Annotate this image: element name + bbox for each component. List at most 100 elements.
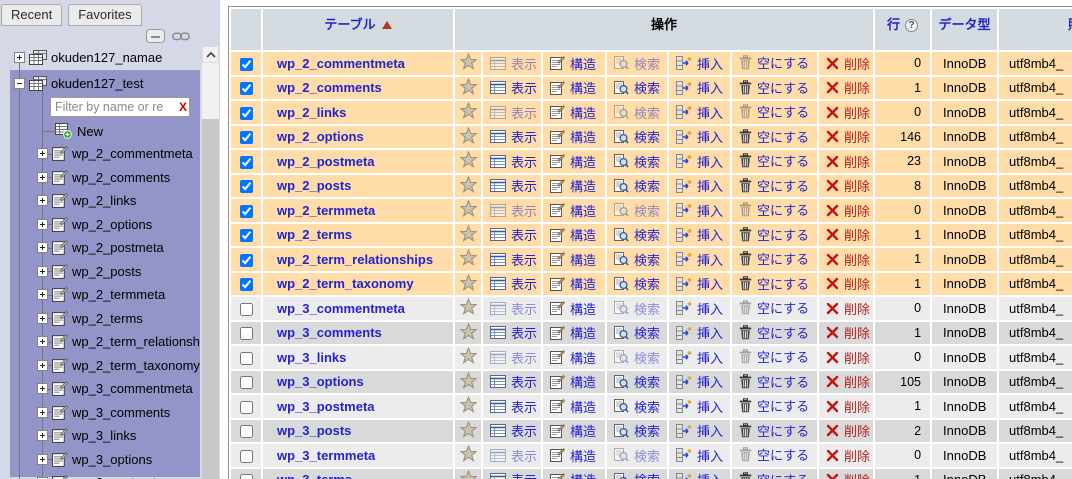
sort-by-type-link[interactable]: データ型 (938, 17, 991, 32)
table-name-link[interactable]: wp_2_term_taxonomy (277, 276, 414, 292)
drop-link[interactable]: 削除 (826, 225, 870, 244)
expand-plus-icon[interactable] (37, 289, 48, 301)
browse-link[interactable]: 表示 (490, 446, 537, 465)
insert-link[interactable]: 挿入 (676, 348, 723, 367)
drop-link[interactable]: 削除 (826, 201, 870, 220)
empty-link[interactable]: 空にする (739, 274, 809, 293)
table-name-link[interactable]: wp_2_comments (277, 80, 382, 96)
table-name-link[interactable]: wp_2_commentmeta (277, 55, 405, 71)
filter-clear-button[interactable]: X (178, 100, 187, 114)
empty-link[interactable]: 空にする (739, 396, 809, 415)
empty-link[interactable]: 空にする (739, 151, 809, 170)
search-link[interactable]: 検索 (614, 348, 660, 367)
star-icon[interactable] (458, 126, 478, 144)
row-checkbox[interactable] (239, 253, 253, 267)
drop-link[interactable]: 削除 (826, 250, 870, 269)
table-name-link[interactable]: wp_3_posts (277, 423, 352, 439)
row-checkbox[interactable] (239, 106, 253, 120)
insert-link[interactable]: 挿入 (676, 446, 723, 465)
browse-link[interactable]: 表示 (490, 274, 537, 293)
structure-link[interactable]: 構造 (550, 78, 596, 97)
insert-link[interactable]: 挿入 (676, 225, 723, 244)
tab-recent[interactable]: Recent (1, 4, 63, 26)
star-icon[interactable] (458, 297, 478, 316)
structure-link[interactable]: 構造 (550, 103, 596, 122)
unlink-chain-icon[interactable] (172, 31, 190, 42)
browse-link[interactable]: 表示 (490, 152, 537, 171)
sidebar-table-item-wp_3_postmeta[interactable]: wp_3_postmeta (10, 471, 200, 479)
sidebar-table-item-wp_3_commentmeta[interactable]: wp_3_commentmeta (10, 377, 200, 401)
search-link[interactable]: 検索 (614, 78, 660, 97)
search-link[interactable]: 検索 (614, 103, 660, 122)
table-name-link[interactable]: wp_2_termmeta (277, 202, 376, 218)
structure-link[interactable]: 構造 (550, 397, 596, 416)
row-checkbox[interactable] (239, 57, 253, 71)
row-checkbox[interactable] (239, 131, 253, 145)
browse-link[interactable]: 表示 (490, 78, 537, 97)
browse-link[interactable]: 表示 (490, 250, 537, 269)
new-table-item[interactable]: New (10, 120, 200, 142)
search-link[interactable]: 検索 (614, 397, 660, 416)
star-icon[interactable] (458, 150, 478, 169)
browse-link[interactable]: 表示 (490, 54, 537, 73)
sort-by-rows-link[interactable]: 行 (887, 17, 901, 32)
sidebar-table-item-wp_3_options[interactable]: wp_3_options (10, 448, 200, 472)
structure-link[interactable]: 構造 (550, 372, 596, 391)
search-link[interactable]: 検索 (614, 446, 660, 465)
drop-link[interactable]: 削除 (826, 176, 870, 195)
sidebar-table-item-wp_3_comments[interactable]: wp_3_comments (10, 401, 200, 425)
empty-link[interactable]: 空にする (739, 347, 809, 366)
browse-link[interactable]: 表示 (490, 299, 537, 318)
browse-link[interactable]: 表示 (490, 103, 537, 122)
table-name-link[interactable]: wp_3_links (277, 349, 347, 365)
insert-link[interactable]: 挿入 (676, 421, 723, 440)
sidebar-scrollbar[interactable] (202, 46, 219, 479)
structure-link[interactable]: 構造 (550, 54, 596, 73)
table-name-link[interactable]: wp_3_comments (277, 325, 382, 341)
expand-plus-icon[interactable] (37, 171, 48, 183)
browse-link[interactable]: 表示 (490, 201, 537, 220)
insert-link[interactable]: 挿入 (676, 78, 723, 97)
browse-link[interactable]: 表示 (490, 470, 537, 479)
expand-plus-icon[interactable] (37, 242, 48, 254)
empty-link[interactable]: 空にする (739, 200, 809, 219)
sidebar-table-item-wp_2_comments[interactable]: wp_2_comments (10, 166, 200, 190)
empty-link[interactable]: 空にする (739, 298, 809, 317)
search-link[interactable]: 検索 (614, 250, 660, 269)
search-link[interactable]: 検索 (614, 470, 660, 479)
browse-link[interactable]: 表示 (490, 225, 537, 244)
star-icon[interactable] (458, 322, 478, 340)
drop-link[interactable]: 削除 (826, 54, 870, 73)
insert-link[interactable]: 挿入 (676, 54, 723, 73)
table-name-link[interactable]: wp_2_options (277, 129, 364, 145)
search-link[interactable]: 検索 (614, 127, 660, 146)
search-link[interactable]: 検索 (614, 176, 660, 195)
structure-link[interactable]: 構造 (550, 348, 596, 367)
structure-link[interactable]: 構造 (550, 225, 596, 244)
insert-link[interactable]: 挿入 (676, 250, 723, 269)
expand-plus-icon[interactable] (37, 312, 48, 324)
row-checkbox[interactable] (239, 302, 253, 316)
structure-link[interactable]: 構造 (550, 152, 596, 171)
drop-link[interactable]: 削除 (826, 421, 870, 440)
scrollbar-up-button[interactable] (202, 46, 219, 63)
expand-plus-icon[interactable] (37, 453, 48, 465)
search-link[interactable]: 検索 (614, 225, 660, 244)
sidebar-table-item-wp_2_posts[interactable]: wp_2_posts (10, 260, 200, 284)
drop-link[interactable]: 削除 (826, 348, 870, 367)
row-checkbox[interactable] (239, 449, 253, 463)
sidebar-table-item-wp_2_options[interactable]: wp_2_options (10, 213, 200, 237)
sort-by-collation-link[interactable]: 照合順序 (1068, 17, 1072, 32)
sidebar-table-item-wp_2_links[interactable]: wp_2_links (10, 189, 200, 213)
row-checkbox[interactable] (239, 425, 253, 439)
empty-link[interactable]: 空にする (739, 249, 809, 268)
star-icon[interactable] (458, 199, 478, 218)
drop-link[interactable]: 削除 (826, 372, 870, 391)
search-link[interactable]: 検索 (614, 372, 660, 391)
empty-link[interactable]: 空にする (739, 53, 809, 72)
table-name-link[interactable]: wp_3_options (277, 374, 364, 390)
browse-link[interactable]: 表示 (490, 348, 537, 367)
table-name-link[interactable]: wp_2_term_relationships (277, 251, 434, 267)
search-link[interactable]: 検索 (614, 54, 660, 73)
structure-link[interactable]: 構造 (550, 446, 596, 465)
